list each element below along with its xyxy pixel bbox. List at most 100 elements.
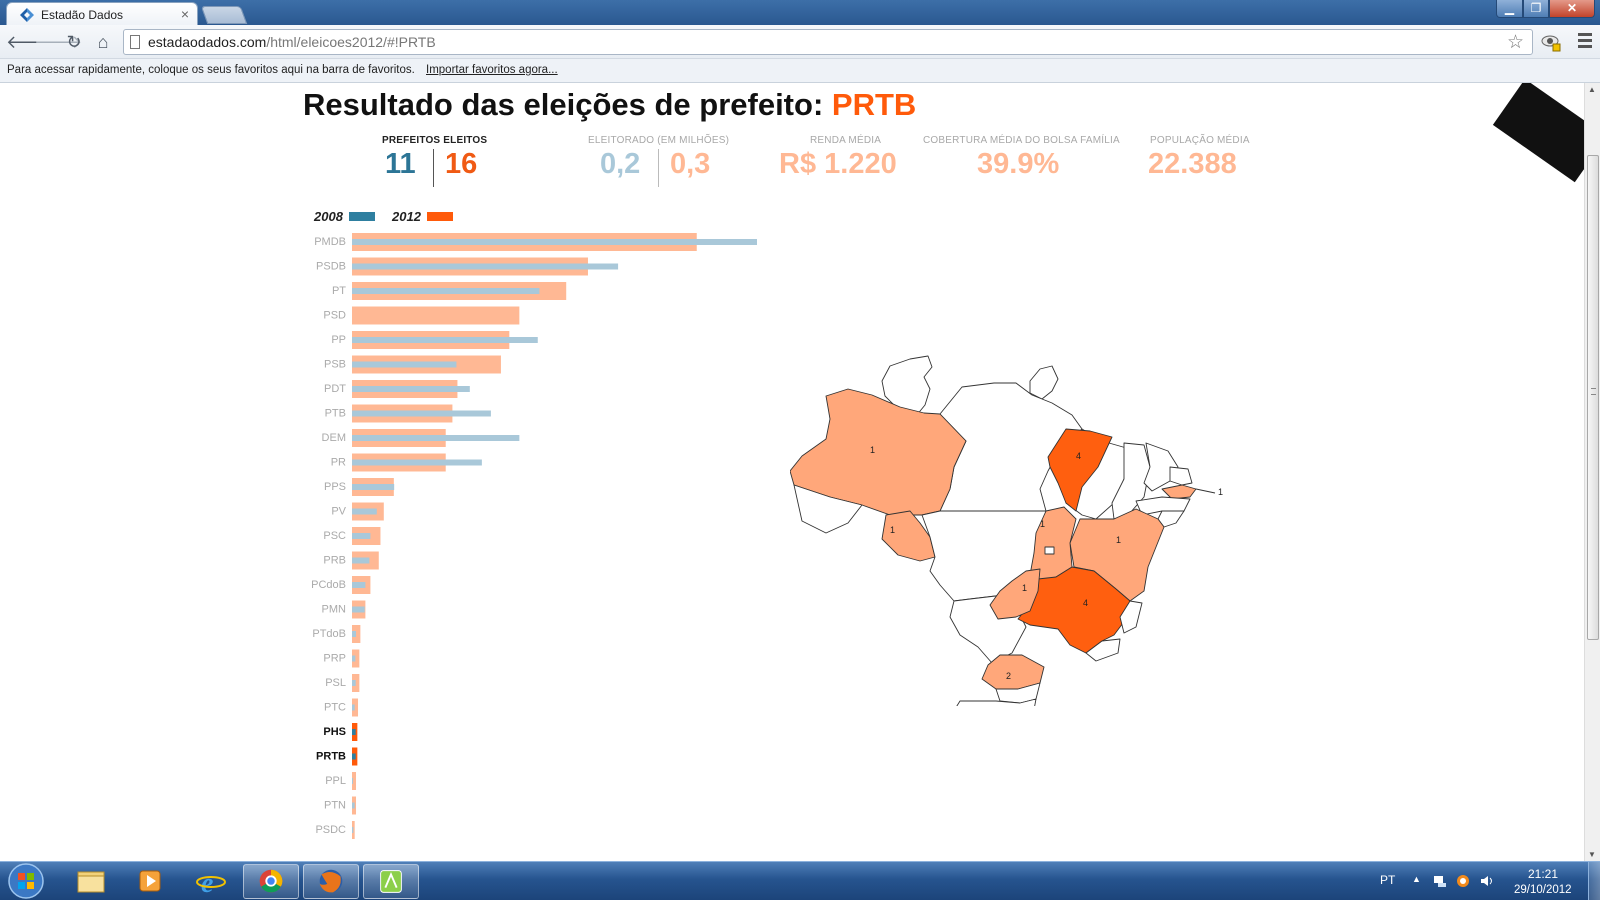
bar-2008-pmdb[interactable] xyxy=(352,239,757,245)
bar-label-ptb[interactable]: PTB xyxy=(325,408,346,420)
back-arrow-icon[interactable]: 🡐 xyxy=(6,32,55,52)
bar-2012-psl[interactable] xyxy=(352,674,360,692)
window-maximize-button[interactable]: ❐ xyxy=(1523,0,1549,18)
clock-time[interactable]: 21:21 xyxy=(1528,867,1559,881)
bar-label-pmdb[interactable]: PMDB xyxy=(314,236,346,248)
bar-2012-prp[interactable] xyxy=(352,649,360,668)
map-state-ap[interactable] xyxy=(1029,365,1059,400)
bar-label-pv[interactable]: PV xyxy=(331,506,346,518)
bar-label-ptn[interactable]: PTN xyxy=(324,800,346,812)
map-state-to[interactable] xyxy=(1047,428,1113,512)
tray-expand-icon[interactable]: ▲ xyxy=(1412,874,1421,884)
page-scrollbar[interactable]: ▲ ▼ xyxy=(1584,83,1600,861)
bar-2012-ptc[interactable] xyxy=(352,698,359,717)
bar-label-prtb[interactable]: PRTB xyxy=(316,751,346,763)
home-icon[interactable]: ⌂ xyxy=(97,32,109,52)
bar-2008-ptdob[interactable] xyxy=(352,631,357,637)
map-state-rj[interactable] xyxy=(1085,638,1121,662)
bar-2008-ppl[interactable] xyxy=(352,778,354,784)
bookmark-star-icon[interactable]: ☆ xyxy=(1506,32,1524,53)
map-state-es[interactable] xyxy=(1119,600,1143,634)
map-state-al[interactable] xyxy=(1157,510,1185,528)
browser-menu-icon[interactable] xyxy=(1578,33,1592,49)
bar-2012-ppl[interactable] xyxy=(352,772,357,790)
window-close-button[interactable]: ✕ xyxy=(1549,0,1595,18)
bar-2008-dem[interactable] xyxy=(352,435,520,441)
corner-ribbon[interactable] xyxy=(1492,83,1584,183)
import-bookmarks-link[interactable]: Importar favoritos agora... xyxy=(426,64,558,76)
bar-label-psd[interactable]: PSD xyxy=(323,310,346,322)
green-app-icon[interactable] xyxy=(363,864,419,899)
bar-label-pr[interactable]: PR xyxy=(331,457,346,469)
volume-icon[interactable] xyxy=(1480,874,1494,888)
bar-label-pps[interactable]: PPS xyxy=(324,481,346,493)
bar-2008-psl[interactable] xyxy=(352,680,356,686)
show-desktop-button[interactable] xyxy=(1588,862,1600,900)
scroll-thumb[interactable] xyxy=(1587,155,1599,640)
bar-label-psdb[interactable]: PSDB xyxy=(316,261,346,273)
bar-label-pp[interactable]: PP xyxy=(331,334,346,346)
bar-label-dem[interactable]: DEM xyxy=(322,432,346,444)
bar-2012-ptdob[interactable] xyxy=(352,625,361,643)
url-text[interactable]: estadaodados.com/html/eleicoes2012/#!PRT… xyxy=(148,34,436,50)
bar-label-ptdob[interactable]: PTdoB xyxy=(312,628,346,640)
explorer-folder-icon[interactable] xyxy=(62,864,118,899)
scroll-down-icon[interactable]: ▼ xyxy=(1588,850,1596,859)
reload-icon[interactable]: ↻ xyxy=(66,32,82,52)
bar-2008-pr[interactable] xyxy=(352,459,482,466)
tab-close-icon[interactable]: × xyxy=(180,6,189,22)
bar-2008-pcdob[interactable] xyxy=(352,582,366,588)
internet-explorer-icon[interactable]: e xyxy=(183,864,239,899)
bar-2008-prp[interactable] xyxy=(352,655,356,662)
bar-2008-prtb[interactable] xyxy=(352,753,356,760)
network-icon[interactable] xyxy=(1433,874,1447,888)
bar-2008-psb[interactable] xyxy=(352,361,457,368)
bar-2008-ptc[interactable] xyxy=(352,704,355,711)
bar-label-phs[interactable]: PHS xyxy=(323,726,346,738)
window-minimize-button[interactable]: ▁ xyxy=(1496,0,1523,18)
forward-arrow-icon[interactable]: 🡒 xyxy=(34,32,83,52)
map-state-pb[interactable] xyxy=(1161,484,1197,500)
bar-2008-ptb[interactable] xyxy=(352,410,491,417)
bar-label-ptc[interactable]: PTC xyxy=(324,702,346,714)
bar-label-prb[interactable]: PRB xyxy=(323,555,346,567)
windows-start-icon[interactable] xyxy=(6,863,46,900)
extension-icon[interactable] xyxy=(1541,32,1561,52)
map-state-ac[interactable] xyxy=(793,484,863,534)
scroll-up-icon[interactable]: ▲ xyxy=(1588,85,1596,94)
browser-tab-active[interactable]: Estadão Dados × xyxy=(6,2,198,26)
bar-label-pmn[interactable]: PMN xyxy=(322,604,347,616)
media-player-icon[interactable] xyxy=(122,864,178,899)
bar-2008-pv[interactable] xyxy=(352,508,377,515)
map-state-rs[interactable] xyxy=(950,698,1037,706)
map-state-sp[interactable] xyxy=(989,568,1041,620)
clock-date[interactable]: 29/10/2012 xyxy=(1514,884,1572,896)
address-bar[interactable]: estadaodados.com/html/eleicoes2012/#!PRT… xyxy=(123,29,1533,55)
bar-label-pt[interactable]: PT xyxy=(332,285,346,297)
new-tab-button[interactable] xyxy=(200,6,248,24)
map-state-ce[interactable] xyxy=(1143,442,1179,492)
bar-label-psdc[interactable]: PSDC xyxy=(315,824,346,836)
map-state-mg[interactable] xyxy=(1017,566,1131,654)
update-icon[interactable] xyxy=(1456,874,1470,888)
bar-label-psb[interactable]: PSB xyxy=(324,359,346,371)
chrome-icon[interactable] xyxy=(243,864,299,899)
bar-2008-pmn[interactable] xyxy=(352,606,365,613)
map-state-df[interactable] xyxy=(1044,546,1055,555)
firefox-icon[interactable] xyxy=(303,864,359,899)
bar-2008-pdt[interactable] xyxy=(352,386,470,392)
bar-2008-psc[interactable] xyxy=(352,533,371,539)
map-state-rn[interactable] xyxy=(1169,466,1193,486)
bar-2008-phs[interactable] xyxy=(352,729,356,735)
bar-label-pdt[interactable]: PDT xyxy=(324,383,346,395)
bar-2008-psdc[interactable] xyxy=(352,827,354,833)
tray-language[interactable]: PT xyxy=(1380,873,1396,887)
bar-label-psl[interactable]: PSL xyxy=(325,677,346,689)
bar-2008-pps[interactable] xyxy=(352,484,395,490)
bar-label-prp[interactable]: PRP xyxy=(323,653,346,665)
bar-2008-ptn[interactable] xyxy=(352,802,355,809)
bar-label-ppl[interactable]: PPL xyxy=(325,775,346,787)
bar-2008-pt[interactable] xyxy=(352,288,540,294)
bar-label-pcdob[interactable]: PCdoB xyxy=(311,579,346,591)
bar-2012-psd[interactable] xyxy=(352,306,520,325)
